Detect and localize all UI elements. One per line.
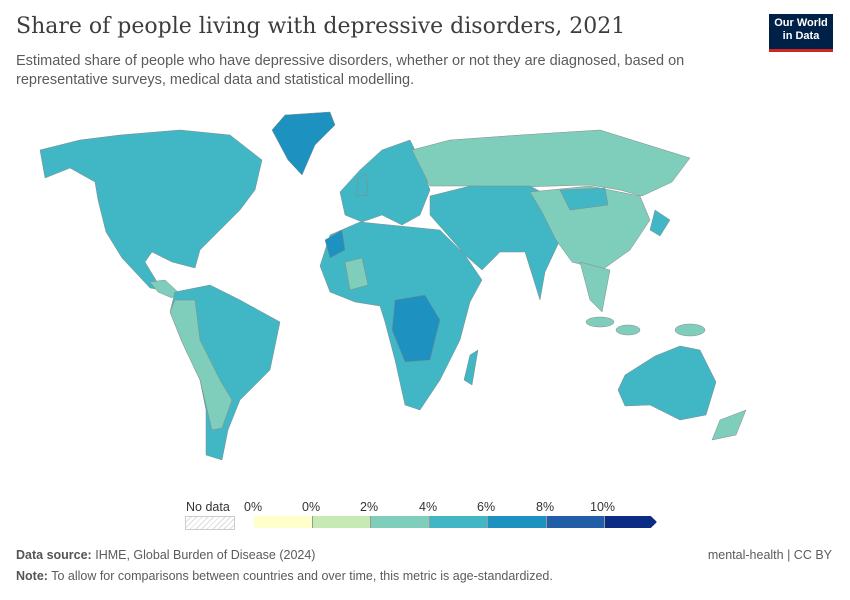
logo-line-1: Our World <box>774 17 828 29</box>
region-andes[interactable] <box>169 299 233 431</box>
owid-logo[interactable]: Our World in Data <box>769 14 833 52</box>
region-russia[interactable] <box>411 129 691 197</box>
region-greenland[interactable] <box>271 111 336 176</box>
legend-bin-6[interactable] <box>605 516 657 528</box>
source-label: Data source: <box>16 548 92 562</box>
region-north-america[interactable] <box>39 129 263 291</box>
note-text: To allow for comparisons between countri… <box>51 569 553 583</box>
page-title: Share of people living with depressive d… <box>16 14 626 39</box>
legend-bin-2[interactable] <box>371 516 430 528</box>
region-indonesia-1[interactable] <box>585 316 615 328</box>
legend-tick-2: 2% <box>360 500 379 514</box>
region-new-zealand[interactable] <box>711 409 747 441</box>
license[interactable]: mental-health | CC BY <box>707 548 832 562</box>
legend-bin-3[interactable] <box>429 516 488 528</box>
region-europe[interactable] <box>339 139 431 226</box>
region-morocco[interactable] <box>324 229 346 259</box>
note: Note: To allow for comparisons between c… <box>16 569 553 583</box>
legend-tick-5: 8% <box>536 500 555 514</box>
data-source: Data source: IHME, Global Burden of Dise… <box>16 548 315 562</box>
legend-tick-3: 4% <box>419 500 438 514</box>
region-uk[interactable] <box>355 173 369 197</box>
page-subtitle: Estimated share of people who have depre… <box>16 53 685 88</box>
legend-bin-5[interactable] <box>546 516 605 528</box>
legend-tick-1: 0% <box>302 500 321 514</box>
region-southeast-asia[interactable] <box>579 261 611 313</box>
region-madagascar[interactable] <box>463 349 479 386</box>
legend-no-data-swatch <box>185 516 235 530</box>
region-central-america[interactable] <box>149 279 179 299</box>
legend-tick-4: 6% <box>477 500 496 514</box>
legend-bin-1[interactable] <box>312 516 371 528</box>
source-text[interactable]: IHME, Global Burden of Disease (2024) <box>95 548 316 562</box>
region-indonesia-2[interactable] <box>615 324 641 336</box>
region-mongolia[interactable] <box>559 187 609 211</box>
legend-bin-0[interactable] <box>254 516 313 528</box>
legend-bin-4[interactable] <box>488 516 547 528</box>
region-east-asia[interactable] <box>529 185 651 271</box>
note-label: Note: <box>16 569 48 583</box>
region-middle-south-asia[interactable] <box>429 185 561 301</box>
region-japan[interactable] <box>649 209 671 237</box>
logo-line-2: in Data <box>782 30 820 42</box>
region-central-africa[interactable] <box>391 294 441 363</box>
legend-no-data-label: No data <box>186 500 230 514</box>
legend-tick-6: 10% <box>590 500 616 514</box>
region-australia[interactable] <box>617 345 717 421</box>
legend-tick-0: 0% <box>244 500 263 514</box>
region-west-africa-light[interactable] <box>344 257 369 291</box>
world-map[interactable] <box>0 100 800 480</box>
region-new-guinea[interactable] <box>674 323 706 337</box>
